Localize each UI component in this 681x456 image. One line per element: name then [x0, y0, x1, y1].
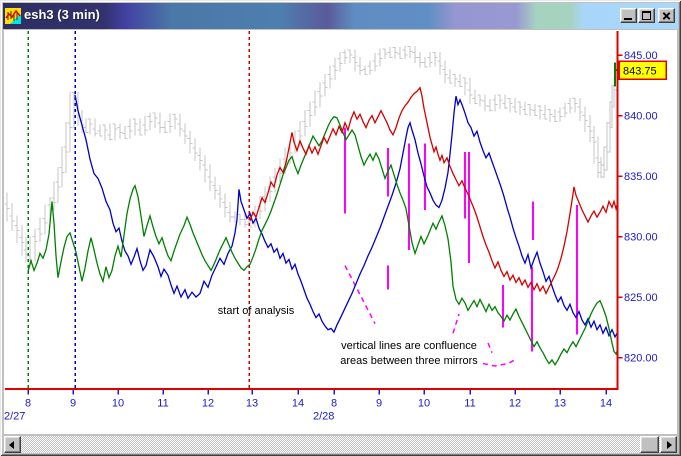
annotation-text: start of analysis: [218, 305, 295, 317]
hour-label: 14: [292, 398, 304, 410]
hour-label: 9: [376, 398, 382, 410]
scroll-left-arrow-icon: [9, 441, 14, 449]
hour-label: 9: [70, 398, 76, 410]
window-controls: [619, 8, 675, 23]
date-label: 2/27: [4, 411, 25, 423]
price-label: 830.00: [624, 232, 658, 244]
close-button[interactable]: [658, 8, 675, 23]
hour-label: 10: [418, 398, 430, 410]
annotation-pointer-line: [482, 358, 518, 367]
annotation-text: areas between three mirrors: [340, 355, 478, 367]
hour-label: 10: [112, 398, 124, 410]
hour-label: 8: [25, 398, 31, 410]
scrollbar-thumb[interactable]: [640, 436, 659, 453]
price-label: 820.00: [624, 353, 658, 365]
annotation-text: vertical lines are confluence: [341, 340, 477, 352]
annotation-pointer-line: [344, 265, 376, 324]
mirror-red: [249, 86, 618, 295]
chart-icon[interactable]: [5, 8, 21, 24]
scroll-right-button[interactable]: [660, 436, 677, 453]
hour-label: 13: [554, 398, 566, 410]
price-label: 835.00: [624, 171, 658, 183]
hour-label: 8: [331, 398, 337, 410]
mirror-green: [27, 115, 618, 366]
window-title: esh3 (3 min): [24, 7, 100, 22]
hour-label: 12: [509, 398, 521, 410]
hour-label: 12: [202, 398, 214, 410]
minimize-icon: [624, 18, 632, 20]
hour-label: 13: [246, 398, 258, 410]
horizontal-scrollbar[interactable]: [4, 436, 677, 453]
maximize-button[interactable]: [638, 8, 655, 23]
mirror-blue: [74, 94, 618, 339]
hour-label: 11: [157, 398, 168, 410]
price-label: 845.00: [624, 50, 658, 62]
last-price-box: [618, 60, 667, 80]
hour-label: 14: [600, 398, 612, 410]
title-bar[interactable]: esh3 (3 min): [3, 3, 678, 29]
annotation-pointer-line: [452, 313, 460, 334]
scroll-right-arrow-icon: [667, 441, 672, 449]
date-label: 2/28: [313, 411, 334, 423]
chart-area[interactable]: 845.00 840.00 835.00 830.00 825.00 820.00 843.…: [4, 30, 677, 434]
price-label: 825.00: [624, 292, 658, 304]
hour-label: 11: [464, 398, 475, 410]
minimize-button[interactable]: [620, 8, 637, 23]
price-chart: 845.00 840.00 835.00 830.00 825.00 820.00 843.…: [4, 31, 667, 423]
scroll-left-button[interactable]: [4, 436, 21, 453]
last-price-label: 843.75: [623, 66, 657, 78]
price-label: 840.00: [624, 111, 658, 123]
maximize-icon: [642, 11, 651, 20]
chart-icon-image: [5, 8, 21, 24]
annotation-pointer-line: [487, 342, 493, 353]
